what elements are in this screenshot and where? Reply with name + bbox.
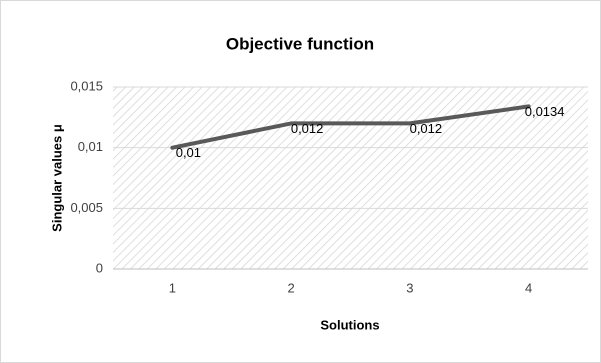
- y-axis-title: Singular values μ: [49, 124, 64, 232]
- y-tick-label: 0: [96, 260, 103, 275]
- data-label: 0,012: [410, 121, 443, 136]
- x-tick-label: 1: [169, 280, 176, 295]
- y-tick-label: 0,005: [70, 200, 103, 215]
- x-axis-title: Solutions: [320, 317, 379, 332]
- x-tick-label: 4: [525, 280, 532, 295]
- data-label: 0,012: [291, 121, 324, 136]
- plot-area: [113, 87, 588, 269]
- data-label: 0,01: [176, 145, 201, 160]
- line: [170, 104, 531, 150]
- y-tick-label: 0,01: [78, 139, 103, 154]
- y-tick-label: 0,015: [70, 78, 103, 93]
- x-tick-label: 3: [406, 280, 413, 295]
- x-tick-label: 2: [288, 280, 295, 295]
- data-label: 0,0134: [525, 104, 565, 119]
- chart-title: Objective function: [226, 34, 374, 53]
